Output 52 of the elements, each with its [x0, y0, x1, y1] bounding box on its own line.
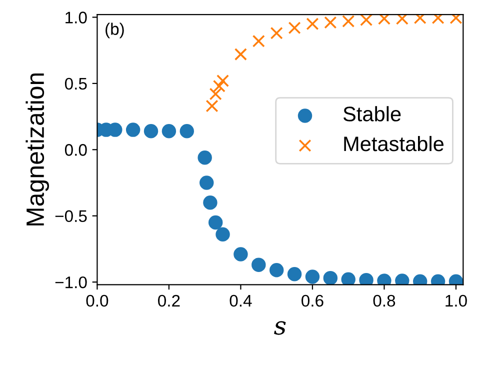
- point: [305, 270, 320, 284]
- y-tick-label: 0.5: [64, 78, 87, 90]
- y-tick-label: 0.0: [64, 144, 87, 156]
- point: [216, 74, 230, 88]
- point: [234, 48, 247, 61]
- x-tick-label: 0.4: [230, 294, 252, 307]
- point: [180, 124, 194, 138]
- point: [144, 124, 158, 138]
- point: [377, 274, 392, 285]
- x-tick-label: 0.6: [302, 294, 324, 307]
- point: [269, 263, 284, 278]
- point: [323, 270, 338, 285]
- x-tick-label: 1.0: [446, 294, 467, 307]
- point: [216, 227, 230, 242]
- point: [162, 124, 176, 138]
- point: [396, 14, 408, 25]
- point: [359, 272, 374, 285]
- point: [432, 14, 444, 24]
- point: [198, 150, 212, 165]
- y-tick-label: −0.5: [55, 210, 87, 222]
- legend-label: Metastable: [344, 136, 444, 152]
- point: [288, 22, 301, 34]
- point: [324, 16, 337, 29]
- point: [208, 215, 223, 230]
- x-axis-title: s: [274, 321, 286, 335]
- point: [378, 14, 391, 25]
- x-tick-label: 0.8: [373, 294, 396, 307]
- point: [342, 14, 355, 28]
- point: [234, 247, 248, 262]
- legend-label: Stable: [343, 106, 401, 122]
- point: [450, 14, 462, 24]
- point: [212, 80, 226, 92]
- point: [360, 14, 373, 26]
- y-axis-title: Magnetization: [26, 73, 50, 226]
- y-tick-label: −1.0: [55, 276, 87, 288]
- point: [306, 18, 319, 30]
- point: [287, 266, 302, 282]
- x-tick-label: 0.2: [158, 294, 180, 307]
- y-tick-label: 1.0: [66, 12, 87, 24]
- point: [206, 100, 218, 112]
- point: [270, 26, 283, 40]
- point: [252, 34, 265, 48]
- point: [414, 14, 426, 24]
- annotation: (b): [106, 22, 124, 38]
- point: [252, 258, 266, 272]
- x-tick-label: 0.0: [86, 294, 108, 307]
- point: [203, 195, 218, 210]
- point: [200, 176, 214, 190]
- point: [341, 272, 356, 285]
- point: [395, 274, 410, 285]
- point: [126, 122, 140, 137]
- point: [209, 88, 222, 100]
